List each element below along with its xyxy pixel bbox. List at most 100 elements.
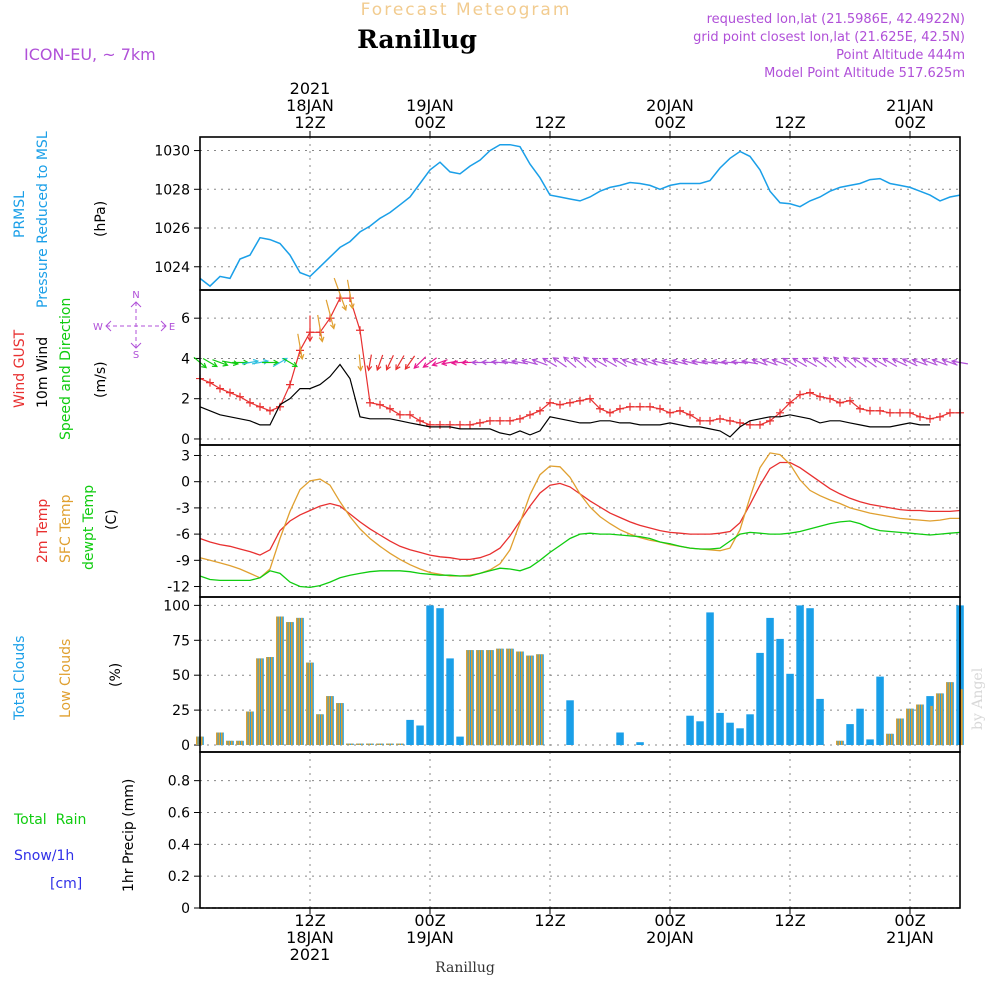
wind-arrow	[583, 356, 597, 369]
low-cloud-bar	[356, 743, 358, 745]
wind-arrow-head	[413, 363, 420, 369]
wind-arrow	[404, 355, 416, 370]
wind-arrow-head	[931, 358, 938, 364]
wind-arrow-head	[771, 358, 778, 364]
wind-arrow-head	[232, 360, 240, 367]
low-cloud-bar	[368, 743, 371, 745]
gust-marker	[366, 398, 374, 407]
gust-marker	[896, 408, 904, 417]
low-cloud-bar	[891, 733, 893, 745]
low-cloud-bar	[386, 743, 388, 745]
wind-arrow-head	[681, 358, 688, 365]
y-tick-label: 25	[172, 703, 190, 719]
low-cloud-bar	[256, 658, 258, 745]
low-cloud-bar	[321, 714, 323, 745]
low-cloud-bar	[918, 704, 921, 745]
wind-arrow	[802, 357, 818, 368]
wind-arrow-head	[291, 361, 298, 368]
gust-marker	[706, 416, 714, 425]
wind-arrow	[297, 333, 303, 360]
top-tick-label: 19JAN	[406, 96, 454, 115]
wind-arrow-head	[341, 304, 348, 312]
gust-marker	[786, 398, 794, 407]
total-cloud-bar	[716, 712, 724, 745]
wind-arrow-head	[631, 358, 638, 364]
y-tick-label: -12	[167, 580, 190, 596]
wind-arrow	[721, 361, 739, 364]
wind-arrow-head	[921, 358, 928, 364]
low-cloud-bar	[201, 736, 203, 745]
low-cloud-bar	[378, 743, 381, 745]
wind-arrow	[932, 359, 948, 366]
total-cloud-bar	[426, 605, 434, 745]
y-tick-label: 0	[181, 475, 190, 491]
low-cloud-bar	[528, 655, 531, 745]
wind-arrow	[872, 357, 888, 368]
wind-arrow-head	[710, 358, 718, 365]
gust-marker	[466, 420, 474, 429]
wind-arrow-head	[318, 336, 325, 343]
low-cloud-bar	[511, 648, 513, 746]
wind-arrow-head	[298, 354, 305, 361]
watermark: by Angel	[970, 667, 986, 730]
wind-arrow-head	[460, 359, 467, 366]
low-cloud-bar	[291, 622, 293, 745]
total-cloud-bar	[806, 608, 814, 745]
y-tick-label: -6	[176, 527, 190, 543]
gust-marker	[356, 326, 364, 335]
wind-arrow	[386, 354, 394, 370]
wind-arrow-head	[852, 357, 859, 363]
low-cloud-bar	[306, 662, 308, 745]
gust-marker	[576, 396, 584, 405]
pct-label: (%)	[108, 663, 124, 687]
wind-arrow	[563, 356, 577, 369]
wind-arrow	[212, 359, 228, 366]
low-cloud-bar	[921, 704, 923, 745]
low-cloud-bar	[266, 657, 268, 745]
wind-arrow-head	[592, 357, 599, 364]
gust-marker	[586, 394, 594, 403]
wind-arrow-head	[307, 336, 313, 343]
snow-label: Snow/1h	[14, 848, 74, 864]
wind-arrow-head	[612, 357, 619, 364]
low-cloud-bar	[941, 693, 943, 746]
wind-arrow-head	[792, 357, 799, 364]
wind10-label: 10m Wind	[35, 337, 51, 408]
total-cloud-bar	[746, 714, 754, 745]
y-tick-label: 6	[181, 311, 190, 327]
gust-marker	[486, 416, 494, 425]
wind-arrow-head	[552, 357, 559, 363]
wind-arrow	[423, 357, 437, 368]
low-cloud-bar	[381, 743, 383, 745]
pressure-line	[199, 143, 961, 288]
gust-marker	[266, 406, 274, 415]
wind-arrow	[762, 359, 778, 366]
compass-arrow-e	[160, 320, 167, 332]
model-altitude: Model Point Altitude 517.625m	[764, 66, 965, 81]
bottom-tick-label: 2021	[290, 945, 331, 964]
wind-arrow-head	[480, 359, 487, 366]
wind-arrow	[843, 356, 857, 369]
top-tick-label: 12Z	[534, 113, 565, 132]
bottom-tick-label: 12Z	[294, 911, 325, 930]
y-tick-label: 50	[172, 668, 190, 684]
total-cloud-bar	[776, 638, 784, 745]
wind-arrow	[413, 356, 427, 369]
low-cloud-bar	[398, 743, 401, 745]
low-cloud-bar	[391, 743, 393, 745]
gust-marker	[836, 398, 844, 407]
wind-arrow-head	[621, 358, 628, 364]
low-cloud-bar	[896, 718, 898, 745]
total-cloud-bar	[636, 742, 644, 745]
wind-arrow	[346, 279, 354, 309]
gust-marker	[286, 380, 294, 389]
cm-label: [cm]	[50, 876, 82, 892]
total-cloud-bar	[736, 728, 744, 746]
precip-label: 1hr Precip (mm)	[121, 779, 137, 892]
low-cloud-bar	[498, 648, 501, 746]
gust-marker	[256, 402, 264, 411]
total-rain-label: Total Rain	[13, 812, 86, 828]
wind-arrow	[241, 360, 259, 365]
